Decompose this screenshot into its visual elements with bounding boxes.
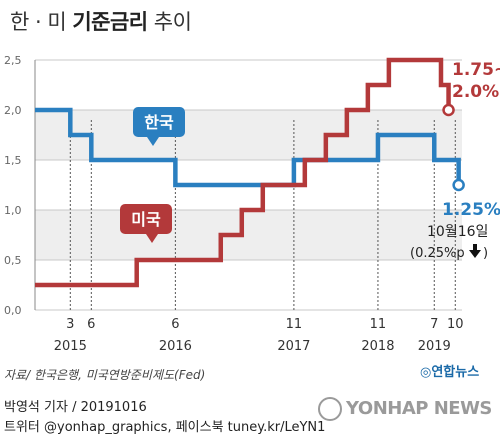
logo-icon: ◎ bbox=[420, 365, 432, 380]
plot-bands bbox=[35, 60, 462, 310]
series-end-marker bbox=[452, 178, 465, 192]
plot-band bbox=[35, 210, 462, 260]
x-tick-month: 11 bbox=[370, 317, 387, 332]
byline: 박영석 기자 / 20191016 bbox=[4, 400, 147, 415]
x-tick-month: 7 bbox=[430, 317, 438, 332]
social-links: 트위터 @yonhap_graphics, 페이스북 tuney.kr/LeYN… bbox=[4, 420, 326, 435]
usa-label-box bbox=[120, 204, 172, 234]
y-tick-label: 1,5 bbox=[4, 154, 22, 167]
korea-change-label: (0.25%p bbox=[410, 246, 465, 261]
x-tick-month: 6 bbox=[171, 317, 179, 332]
source-note: 자료/ 한국은행, 미국연방준비제도(Fed) bbox=[4, 368, 206, 382]
korea-change-close: ) bbox=[483, 246, 488, 261]
korea-label: 한국 bbox=[144, 113, 174, 132]
x-tick-year: 2015 bbox=[54, 339, 87, 354]
korea-label-box bbox=[133, 107, 185, 137]
y-tick-label: 1,0 bbox=[4, 204, 22, 217]
korea-date-label: 10월16일 bbox=[427, 224, 488, 240]
title-bold: 기준금리 bbox=[72, 10, 148, 34]
y-tick-label: 0,0 bbox=[4, 304, 22, 317]
korea-rate-label: 1.25% bbox=[442, 200, 500, 220]
title-suffix: 추이 bbox=[147, 10, 192, 34]
usa-rate-label: 2.0% bbox=[452, 82, 499, 102]
watermark-icon bbox=[318, 397, 342, 421]
x-tick-year: 2018 bbox=[361, 339, 394, 354]
title-prefix: 한 · 미 bbox=[10, 10, 73, 34]
y-axis-ticks: 0,0 0,5 1,0 1,5 2,0 2,5 bbox=[4, 54, 22, 317]
watermark: YONHAP NEWS bbox=[318, 397, 492, 421]
x-tick-month: 6 bbox=[87, 317, 95, 332]
down-arrow-icon bbox=[469, 244, 481, 258]
x-tick-month: 11 bbox=[286, 317, 303, 332]
yonhap-logo: ◎연합뉴스 bbox=[420, 361, 479, 380]
y-tick-label: 0,5 bbox=[4, 254, 22, 267]
usa-label-pointer bbox=[146, 234, 158, 243]
series-end-marker bbox=[442, 103, 455, 117]
series-line-usa bbox=[35, 57, 451, 288]
y-tick-label: 2,0 bbox=[4, 104, 22, 117]
korea-label-pointer bbox=[147, 137, 159, 146]
x-tick-year: 2019 bbox=[418, 339, 451, 354]
y-tick-label: 2,5 bbox=[4, 54, 22, 67]
usa-range-label: 1.75~ bbox=[452, 60, 500, 80]
x-tick-year: 2017 bbox=[277, 339, 310, 354]
series-lines bbox=[35, 57, 465, 288]
x-tick-month: 3 bbox=[66, 317, 74, 332]
x-tick-month: 10 bbox=[447, 317, 464, 332]
x-tick-year: 2016 bbox=[159, 339, 192, 354]
usa-label: 미국 bbox=[131, 210, 161, 229]
logo-text: 연합뉴스 bbox=[431, 365, 480, 380]
plot-band bbox=[35, 60, 462, 110]
watermark-text: YONHAP NEWS bbox=[346, 398, 492, 419]
chart-title: 한 · 미 기준금리 추이 bbox=[10, 6, 192, 36]
